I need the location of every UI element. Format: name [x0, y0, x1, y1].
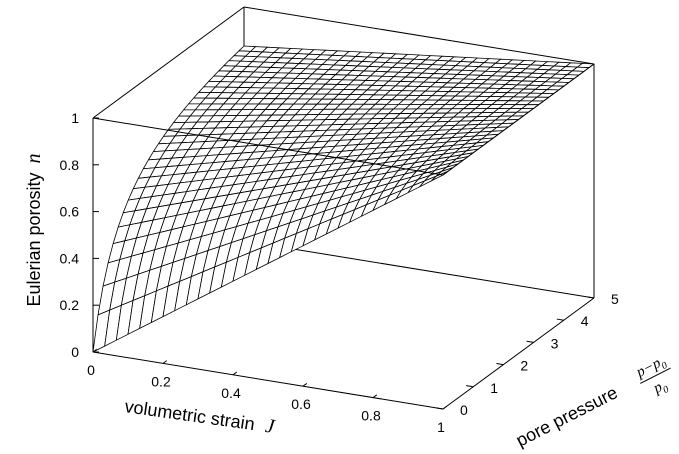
z-tick-label: 1 [71, 110, 79, 126]
x-tick [442, 405, 448, 410]
y-tick [466, 385, 474, 388]
box-edge-back [243, 240, 595, 299]
z-tick-label: 0.6 [60, 204, 80, 220]
svg-text:p0: p0 [650, 377, 671, 400]
svg-text:pore pressure: pore pressure [513, 382, 621, 450]
y-tick [435, 407, 444, 410]
x-tick-label: 0 [87, 362, 95, 378]
z-tick-label: 0.8 [60, 157, 80, 173]
y-tick-label: 2 [520, 358, 528, 374]
x-tick [232, 371, 238, 376]
y-tick-label: 4 [581, 313, 589, 329]
x-tick [162, 360, 168, 364]
box-edge-front [442, 297, 595, 410]
x-tick-label: 0.2 [151, 373, 171, 389]
box-edge-front [442, 63, 595, 176]
svg-text:p−p0: p−p0 [633, 353, 669, 384]
front-box-lines [92, 63, 595, 410]
y-axis-label: pore pressure p−p0 p0 [513, 353, 671, 451]
x-tick [92, 348, 98, 353]
z-axis-label: Eulerian porosity n [23, 153, 45, 306]
x-tick [302, 383, 308, 387]
y-tick-label: 1 [490, 380, 498, 396]
surface-mesh [92, 45, 595, 353]
box-edge-front [92, 117, 444, 176]
x-tick-label: 1 [437, 419, 445, 435]
y-tick-label: 5 [611, 291, 619, 307]
y-tick [556, 318, 564, 321]
x-tick [372, 394, 378, 399]
z-tick-label: 0 [71, 344, 79, 360]
z-tick-label: 0.4 [60, 250, 80, 266]
x-tick-label: 0.6 [291, 396, 311, 412]
box-edge-back [243, 6, 595, 65]
z-tick-label: 0.2 [60, 297, 80, 313]
y-tick [586, 296, 595, 299]
box-edge-back [92, 6, 245, 119]
y-tick-label: 0 [460, 402, 468, 418]
y-tick [526, 340, 534, 343]
y-tick [496, 362, 504, 366]
x-tick-label: 0.8 [361, 408, 381, 424]
y-tick-label: 3 [551, 335, 559, 351]
box-edge-front [92, 351, 444, 410]
x-axis-label: volumetric strain J [123, 395, 277, 438]
x-tick-label: 0.4 [221, 385, 241, 401]
